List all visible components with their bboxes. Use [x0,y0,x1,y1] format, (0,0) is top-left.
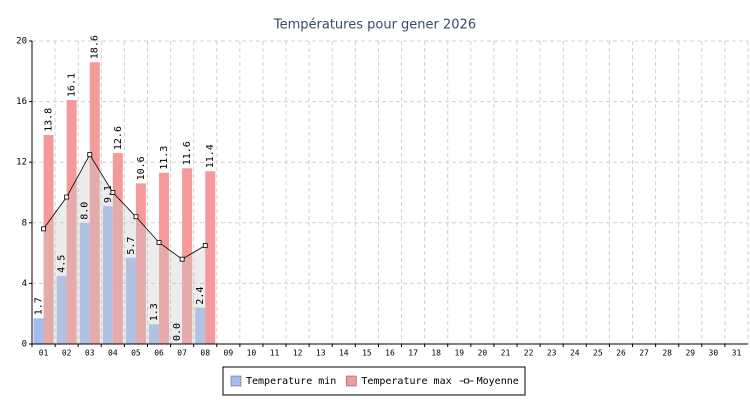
line-marker [156,240,162,245]
value-label: 10.6 [136,156,147,180]
x-tick-label: 09 [224,349,234,358]
x-tick-label: 22 [524,349,534,358]
value-label: 0.0 [172,323,183,341]
line-area [43,154,206,344]
value-label: 16.1 [67,73,78,97]
y-tick-label: 16 [16,97,27,107]
legend-swatch [346,375,357,387]
x-tick-label: 20 [478,349,488,358]
value-label: 8.0 [80,202,91,220]
value-label: 9.1 [103,185,114,203]
x-tick-label: 11 [270,349,280,358]
x-tick-label: 24 [570,349,580,358]
x-tick-label: 07 [177,349,187,358]
y-tick-label: 12 [16,158,27,168]
value-label: 1.7 [34,297,45,315]
line-marker [110,190,116,195]
legend-marker [464,378,470,384]
x-tick-label: 31 [732,349,742,358]
bar [79,222,90,344]
x-tick-label: 16 [385,349,395,358]
value-label: 13.8 [44,108,55,132]
legend-label: Moyenne [477,376,519,387]
value-label: 4.5 [57,255,68,273]
bar [149,324,160,344]
bar [102,206,113,344]
value-label: 11.4 [205,144,216,168]
x-tick-label: 01 [39,349,49,358]
line-marker [133,214,139,220]
line-marker [87,152,93,158]
x-tick-label: 27 [639,349,649,358]
x-tick-label: 23 [547,349,557,358]
x-tick-label: 19 [454,349,464,358]
value-label: 5.7 [126,237,137,255]
x-tick-label: 14 [339,349,349,358]
x-tick-label: 10 [247,349,257,358]
x-tick-label: 04 [108,349,118,358]
x-tick-label: 29 [685,349,695,358]
y-tick-label: 4 [22,279,27,289]
bar [112,153,123,344]
legend-label: Temperature max [361,376,451,387]
x-tick-label: 13 [316,349,326,358]
x-tick-label: 21 [501,349,511,358]
legend-swatch [230,375,242,387]
value-label: 12.6 [113,126,124,150]
bar [56,275,67,344]
y-tick-label: 0 [22,340,27,350]
bar [66,100,77,345]
bar [125,257,136,344]
y-tick-label: 8 [22,218,27,228]
bar [43,134,54,344]
x-tick-label: 17 [408,349,418,358]
x-tick-label: 18 [431,349,441,358]
y-tick-label: 20 [16,37,27,47]
x-tick-label: 15 [362,349,372,358]
bar [205,171,216,344]
value-label: 11.3 [159,146,170,170]
x-tick-label: 08 [200,349,210,358]
x-tick-label: 02 [62,349,72,358]
legend-label: Temperature min [246,376,336,387]
bar [135,183,146,344]
line-marker [41,226,46,232]
x-tick-label: 12 [293,349,303,358]
x-tick-label: 06 [154,349,164,358]
line-marker [202,243,208,248]
line-marker [179,256,185,262]
bar [159,172,170,344]
x-tick-label: 26 [616,349,626,358]
line [43,153,206,260]
x-tick-label: 28 [662,349,672,358]
value-label: 2.4 [195,287,206,305]
bar [33,318,44,344]
value-label: 18.6 [90,35,101,59]
x-tick-label: 05 [131,349,141,358]
x-tick-label: 30 [709,349,719,358]
bar [89,62,100,345]
chart-title: Températures pour gener 2026 [273,18,476,33]
line-marker [64,194,70,200]
value-label: 1.3 [149,303,160,321]
x-tick-label: 25 [593,349,603,358]
value-label: 11.6 [182,141,193,165]
legend-box [222,366,526,396]
x-tick-label: 03 [85,349,95,358]
bar [195,307,206,344]
